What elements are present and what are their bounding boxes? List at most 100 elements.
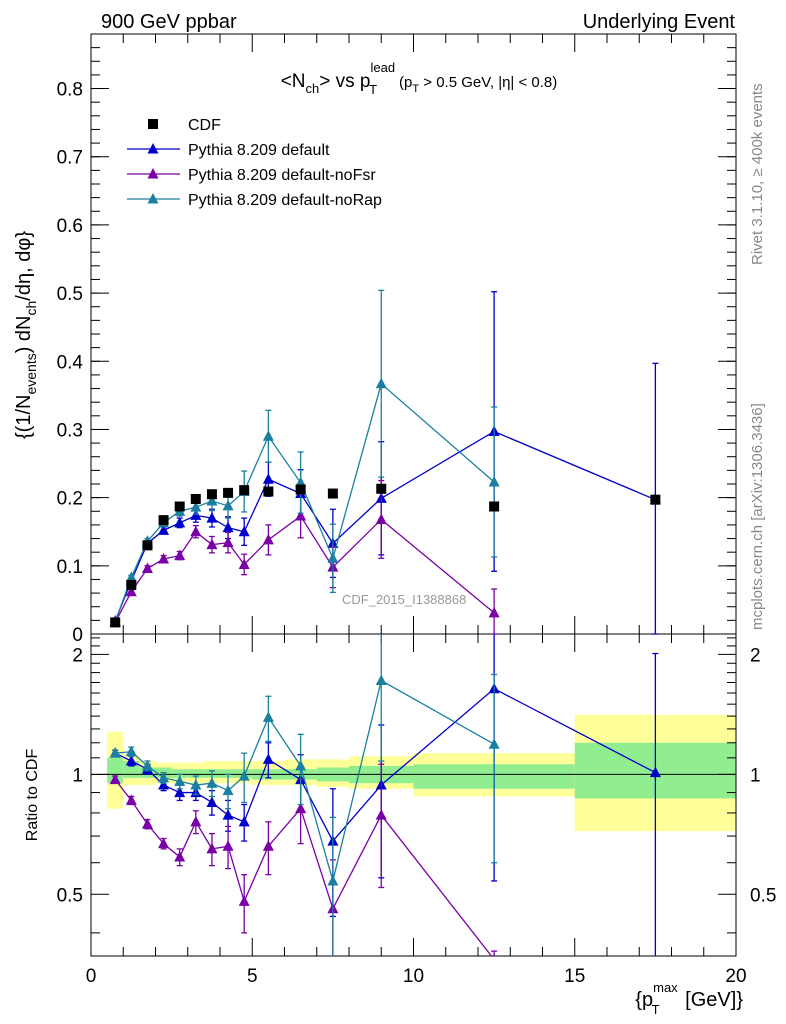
- data-marker: [142, 540, 153, 551]
- legend-label-data: CDF: [188, 117, 221, 134]
- series-marker: [262, 533, 274, 545]
- ratio-marker: [262, 840, 274, 851]
- ratio-marker: [488, 738, 500, 749]
- ratio-tick-label-right: 2: [750, 645, 761, 666]
- ratio-marker: [174, 851, 186, 862]
- series-marker: [238, 525, 250, 537]
- series-marker: [125, 585, 137, 597]
- ratio-tick-label: 1: [72, 765, 83, 786]
- data-marker: [327, 488, 338, 499]
- data-marker: [110, 617, 121, 628]
- ratio-marker: [295, 802, 307, 814]
- series-marker: [206, 512, 218, 523]
- y-axis-label: {(1/Nevents) dNch/dη, dφ}: [13, 231, 39, 439]
- series-marker: [238, 558, 250, 569]
- x-axis: 0 5 10 15 20: [86, 34, 747, 987]
- ratio-marker: [125, 794, 137, 805]
- y-tick-label: 0: [72, 625, 83, 646]
- ratio-marker: [238, 770, 250, 781]
- ratio-marker: [222, 809, 234, 820]
- legend-label: Pythia 8.209 default-noRap: [188, 192, 382, 209]
- ratio-marker: [375, 809, 387, 820]
- series-marker: [262, 430, 274, 441]
- series-marker: [375, 377, 387, 389]
- series-marker: [327, 552, 339, 563]
- data-marker: [223, 487, 234, 498]
- ratio-stat-band-0: [107, 757, 124, 784]
- legend-marker: [147, 168, 159, 179]
- y-tick-label: 0.8: [57, 80, 83, 101]
- main-data-points: [110, 483, 661, 628]
- y-tick-label: 0.3: [57, 420, 83, 441]
- header-left: 900 GeV ppbar: [101, 11, 237, 33]
- series-marker: [174, 549, 186, 561]
- legend-label: Pythia 8.209 default: [188, 142, 330, 159]
- x-tick-label: 5: [247, 966, 258, 987]
- ratio-stat-band-5: [187, 769, 204, 778]
- ratio-marker: [206, 796, 218, 807]
- data-marker: [206, 489, 217, 500]
- ratio-marker: [492, 953, 496, 956]
- data-marker: [126, 579, 137, 590]
- ratio-line: [114, 779, 493, 956]
- ratio-marker: [190, 779, 202, 790]
- legend-marker-data: [148, 119, 158, 129]
- plot-title: <Nch> vs plead T (pT > 0.5 GeV, |η| < 0.8): [281, 60, 558, 97]
- ratio-marker: [174, 775, 186, 786]
- main-series: [109, 289, 661, 635]
- series-0: [109, 291, 661, 635]
- series-marker: [190, 501, 202, 512]
- ratio-stat-band-4: [171, 769, 188, 778]
- series-marker: [222, 521, 234, 533]
- series-marker: [295, 510, 307, 521]
- y-tick-label: 0.1: [57, 557, 83, 578]
- x-tick-label: 10: [403, 966, 424, 987]
- ratio-series-2: [109, 634, 500, 956]
- ratio-marker: [109, 747, 121, 758]
- ratio-tick-label-right: 1: [750, 765, 761, 786]
- legend-marker: [147, 143, 159, 154]
- legend-label: Pythia 8.209 default-noFsr: [188, 167, 376, 184]
- ratio-marker: [158, 771, 170, 783]
- series-marker: [222, 536, 234, 548]
- series-marker: [262, 473, 274, 484]
- ratio-marker: [295, 759, 307, 771]
- ratio-marker: [238, 815, 250, 827]
- y-tick-label: 0.6: [57, 216, 83, 237]
- data-marker: [489, 501, 500, 512]
- ratio-y-axis-label: Ratio to CDF: [24, 749, 41, 842]
- main-y-axis: 0 0.1 0.2 0.3 0.4 0.5 0.6 0.7 0.8: [57, 33, 736, 646]
- header-right: Underlying Event: [583, 11, 736, 33]
- ratio-marker: [238, 895, 250, 906]
- ratio-marker: [141, 818, 153, 829]
- series-marker: [488, 475, 500, 487]
- ratio-series: [109, 634, 661, 956]
- ratio-marker: [262, 753, 274, 764]
- legend-marker: [147, 193, 159, 204]
- series-marker: [125, 571, 137, 582]
- x-tick-label: 20: [725, 966, 746, 987]
- data-marker: [376, 483, 387, 494]
- series-marker: [488, 606, 500, 618]
- series-marker: [375, 513, 387, 524]
- legend: CDF Pythia 8.209 default Pythia 8.209 defa…: [127, 117, 382, 209]
- ratio-marker: [158, 837, 170, 849]
- data-marker: [263, 486, 274, 497]
- ratio-marker: [649, 766, 661, 778]
- series-marker: [190, 525, 202, 537]
- series-marker: [158, 524, 170, 535]
- data-marker: [295, 484, 306, 495]
- ratio-marker: [375, 674, 387, 685]
- ratio-marker: [125, 755, 137, 766]
- x-tick-label: 15: [564, 966, 585, 987]
- series-line: [114, 515, 495, 623]
- y-tick-label: 0.7: [57, 148, 83, 169]
- y-tick-label: 0.4: [57, 352, 84, 373]
- series-marker: [141, 562, 153, 574]
- series-line: [114, 382, 495, 622]
- series-marker: [174, 516, 186, 528]
- series-marker: [206, 538, 218, 550]
- series-2: [109, 289, 500, 627]
- ratio-marker: [222, 840, 234, 851]
- mcplots-label: mcplots.cern.ch [arXiv:1306.3436]: [749, 403, 766, 630]
